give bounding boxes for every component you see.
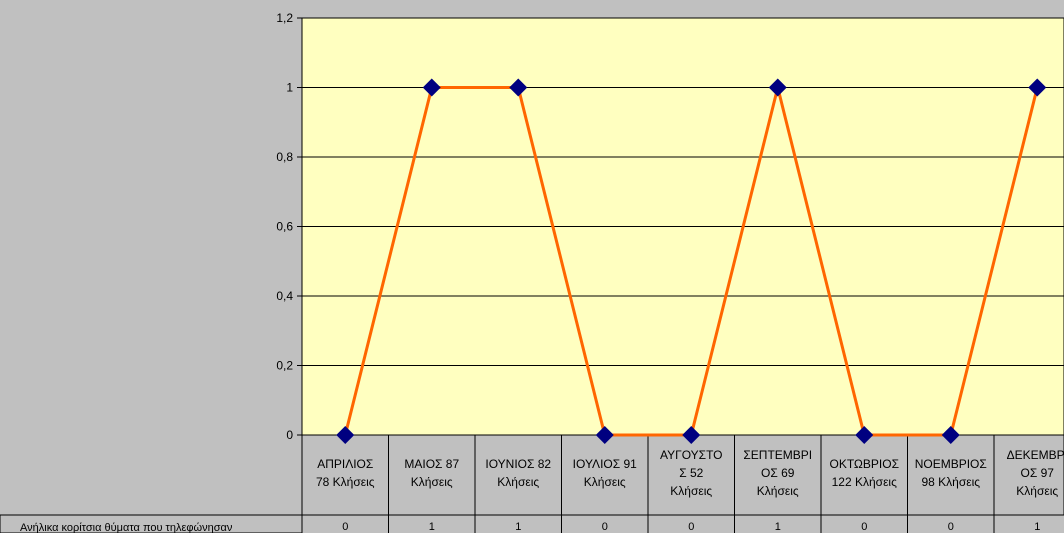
y-tick-label: 0,6 [276, 220, 293, 234]
category-label: ΙΟΥΝΙΟΣ 82 [485, 457, 551, 471]
data-point-marker [595, 426, 614, 444]
data-point-marker [941, 426, 960, 444]
category-label: ΟΚΤΩΒΡΙΟΣ [829, 457, 899, 471]
category-label: Σ 52 [679, 466, 703, 480]
table-value: 1 [1034, 521, 1040, 533]
table-value: 0 [948, 521, 954, 533]
category-label: ΙΟΥΛΙΟΣ 91 [573, 457, 638, 471]
category-label: ΔΕΚΕΜΒΡΙ [1007, 448, 1064, 462]
category-label: ΣΕΠΤΕΜΒΡΙ [743, 448, 812, 462]
category-label: Κλήσεις [497, 475, 539, 489]
category-label: ΟΣ 69 [761, 466, 795, 480]
category-label: ΟΣ 97 [1021, 466, 1055, 480]
category-label: ΑΥΓΟΥΣΤΟ [660, 448, 723, 462]
category-label: Κλήσεις [670, 484, 712, 498]
table-value: 1 [429, 521, 435, 533]
y-tick-label: 1,2 [276, 11, 293, 25]
data-point-marker [509, 78, 528, 97]
data-point-marker [422, 78, 441, 97]
y-tick-label: 0,2 [276, 359, 293, 373]
y-tick-label: 0 [286, 428, 293, 442]
table-value: 0 [688, 521, 694, 533]
table-value: 1 [515, 521, 521, 533]
category-label: 78 Κλήσεις [316, 475, 375, 489]
data-point-marker [1028, 78, 1047, 97]
category-label: Κλήσεις [1016, 484, 1058, 498]
category-label: ΝΟΕΜΒΡΙΟΣ [915, 457, 987, 471]
table-value: 0 [342, 521, 348, 533]
category-label: Κλήσεις [757, 484, 799, 498]
data-point-marker [336, 426, 355, 444]
y-tick-label: 0,8 [276, 150, 293, 164]
y-tick-label: 0,4 [276, 289, 293, 303]
data-point-marker [855, 426, 874, 444]
category-label: 122 Κλήσεις [832, 475, 897, 489]
data-point-marker [682, 426, 701, 444]
category-label: 98 Κλήσεις [921, 475, 980, 489]
category-label: ΑΠΡΙΛΙΟΣ [317, 457, 373, 471]
category-label: ΜΑΙΟΣ 87 [404, 457, 459, 471]
category-label: Κλήσεις [411, 475, 453, 489]
table-value: 0 [861, 521, 867, 533]
table-row-header: Ανήλικα κορίτσια θύματα που τηλεφώνησαν [20, 522, 233, 533]
y-tick-label: 1 [286, 81, 293, 95]
data-point-marker [768, 78, 787, 97]
category-label: Κλήσεις [584, 475, 626, 489]
table-value: 0 [602, 521, 608, 533]
table-value: 1 [775, 521, 781, 533]
